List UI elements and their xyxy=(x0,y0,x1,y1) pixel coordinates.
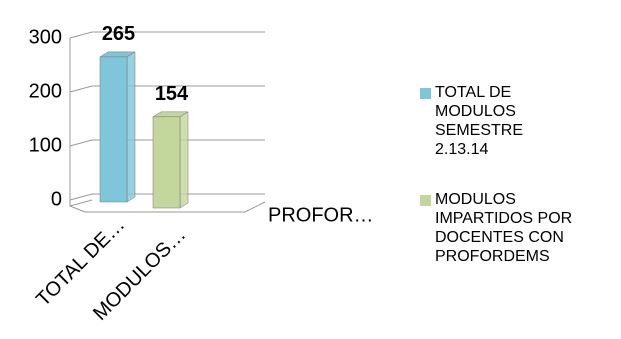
grid-line xyxy=(69,139,265,147)
data-label: 154 xyxy=(155,83,189,105)
floor xyxy=(69,201,266,213)
grid-line xyxy=(69,193,265,201)
depth-label: PROFOR… xyxy=(268,204,374,226)
legend-swatch xyxy=(420,88,431,99)
legend-label: MODULOS IMPARTIDOS POR DOCENTES CON PROF… xyxy=(435,191,573,265)
y-tick-label: 0 xyxy=(51,188,62,210)
bar-side xyxy=(126,51,136,203)
grid-line xyxy=(69,85,265,93)
bar xyxy=(99,56,128,203)
y-tick-label: 100 xyxy=(29,134,62,156)
legend-swatch xyxy=(420,195,431,206)
bar xyxy=(152,116,181,209)
axis-wall xyxy=(69,38,93,207)
y-tick-label: 300 xyxy=(29,26,62,48)
bar-side xyxy=(179,111,189,209)
y-tick-label: 200 xyxy=(29,80,62,102)
grid-line xyxy=(69,31,265,39)
data-label: 265 xyxy=(102,23,135,45)
legend-label: TOTAL DE MODULOS SEMESTRE 2.13.14 xyxy=(435,84,524,158)
